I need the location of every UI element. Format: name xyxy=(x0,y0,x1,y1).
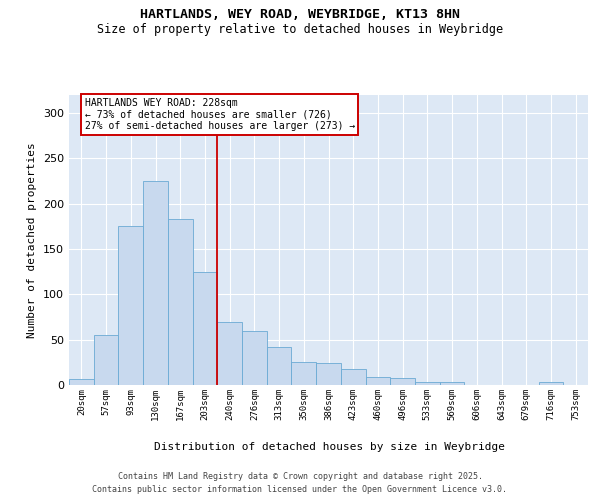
Text: HARTLANDS WEY ROAD: 228sqm
← 73% of detached houses are smaller (726)
27% of sem: HARTLANDS WEY ROAD: 228sqm ← 73% of deta… xyxy=(85,98,355,131)
Bar xyxy=(143,181,168,385)
Bar xyxy=(193,272,217,385)
Bar xyxy=(242,330,267,385)
Bar xyxy=(390,378,415,385)
Text: Contains HM Land Registry data © Crown copyright and database right 2025.: Contains HM Land Registry data © Crown c… xyxy=(118,472,482,481)
Text: HARTLANDS, WEY ROAD, WEYBRIDGE, KT13 8HN: HARTLANDS, WEY ROAD, WEYBRIDGE, KT13 8HN xyxy=(140,8,460,20)
Bar xyxy=(316,363,341,385)
Text: Distribution of detached houses by size in Weybridge: Distribution of detached houses by size … xyxy=(155,442,505,452)
Bar xyxy=(118,226,143,385)
Bar xyxy=(69,378,94,385)
Text: Size of property relative to detached houses in Weybridge: Size of property relative to detached ho… xyxy=(97,22,503,36)
Bar xyxy=(168,219,193,385)
Text: Contains public sector information licensed under the Open Government Licence v3: Contains public sector information licen… xyxy=(92,485,508,494)
Bar xyxy=(365,377,390,385)
Bar xyxy=(539,382,563,385)
Bar xyxy=(94,335,118,385)
Bar xyxy=(292,362,316,385)
Bar xyxy=(440,382,464,385)
Y-axis label: Number of detached properties: Number of detached properties xyxy=(28,142,37,338)
Bar xyxy=(415,382,440,385)
Bar xyxy=(267,347,292,385)
Bar xyxy=(217,322,242,385)
Bar xyxy=(341,368,365,385)
